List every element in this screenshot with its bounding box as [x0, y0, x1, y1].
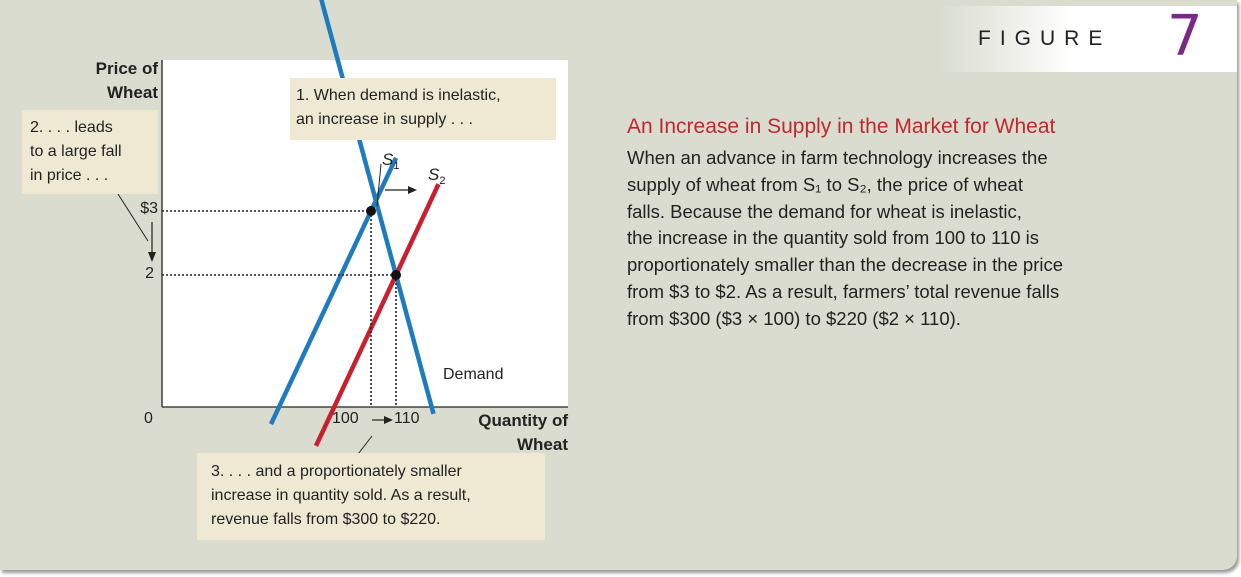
equilibrium-point-s1 [366, 206, 376, 216]
equilibrium-point-s2 [391, 270, 401, 280]
callout3-line2: increase in quantity sold. As a result, [211, 487, 471, 504]
callout3-line1: 3. . . . and a proportionately smaller [211, 463, 462, 480]
caption-body: When an advance in farm technology incre… [627, 145, 1187, 333]
demand-label: Demand [443, 366, 503, 383]
y-axis-title: Price of Wheat [60, 57, 158, 105]
callout1-line1: 1. When demand is inelastic, [296, 87, 501, 104]
callout2-line2: to a large fall [30, 143, 122, 160]
caption-line: falls. Because the demand for wheat is i… [627, 200, 1022, 222]
y-axis-title-line1: Price of [95, 59, 158, 78]
x-axis-title: Quantity of Wheat [452, 409, 568, 457]
callout2-line3: in price . . . [30, 167, 109, 184]
x-tick-100: 100 [332, 410, 359, 427]
callout2-pointer [117, 193, 149, 242]
s1-label: S1 [382, 150, 399, 172]
y-tick-3: $3 [140, 200, 158, 217]
callout3-line3: revenue falls from $300 to $220. [211, 511, 441, 528]
x-axis-title-line2: Wheat [517, 435, 568, 454]
y-tick-2: 2 [145, 265, 154, 282]
callout-quantity-revenue: 3. . . . and a proportionately smaller i… [197, 453, 545, 540]
caption-title: An Increase in Supply in the Market for … [627, 115, 1056, 138]
quantity-rise-arrowhead [384, 416, 393, 424]
figure-badge [938, 6, 1237, 72]
callout1-pointer [376, 163, 382, 207]
figure-label: FIGURE [978, 27, 1112, 50]
origin-tick: 0 [144, 410, 153, 427]
supply-shift-arrowhead [408, 186, 417, 194]
caption-line: proportionately smaller than the decreas… [627, 254, 1064, 276]
caption-line: from $300 ($3 × 100) to $220 ($2 × 110). [627, 307, 961, 329]
caption-line: supply of wheat from S₁ to S₂, the price… [627, 173, 1023, 195]
callout-inelastic-demand: 1. When demand is inelastic, an increase… [290, 78, 556, 140]
y-axis-title-line2: Wheat [107, 83, 158, 102]
price-fall-arrowhead [148, 252, 156, 262]
callout1-line2: an increase in supply . . . [296, 111, 473, 128]
x-tick-110: 110 [394, 410, 420, 427]
callout-price-fall: 2. . . . leads to a large fall in price … [22, 110, 158, 194]
caption-line: the increase in the quantity sold from 1… [627, 227, 1040, 249]
figure-number: 7 [1167, 4, 1203, 69]
s2-label: S2 [428, 165, 445, 187]
caption-line: from $3 to $2. As a result, farmers’ tot… [627, 280, 1060, 302]
callout2-line1: 2. . . . leads [30, 119, 113, 136]
s1-curve [268, 156, 399, 426]
caption-line: When an advance in farm technology incre… [627, 147, 1048, 168]
x-axis-title-line1: Quantity of [478, 411, 568, 430]
